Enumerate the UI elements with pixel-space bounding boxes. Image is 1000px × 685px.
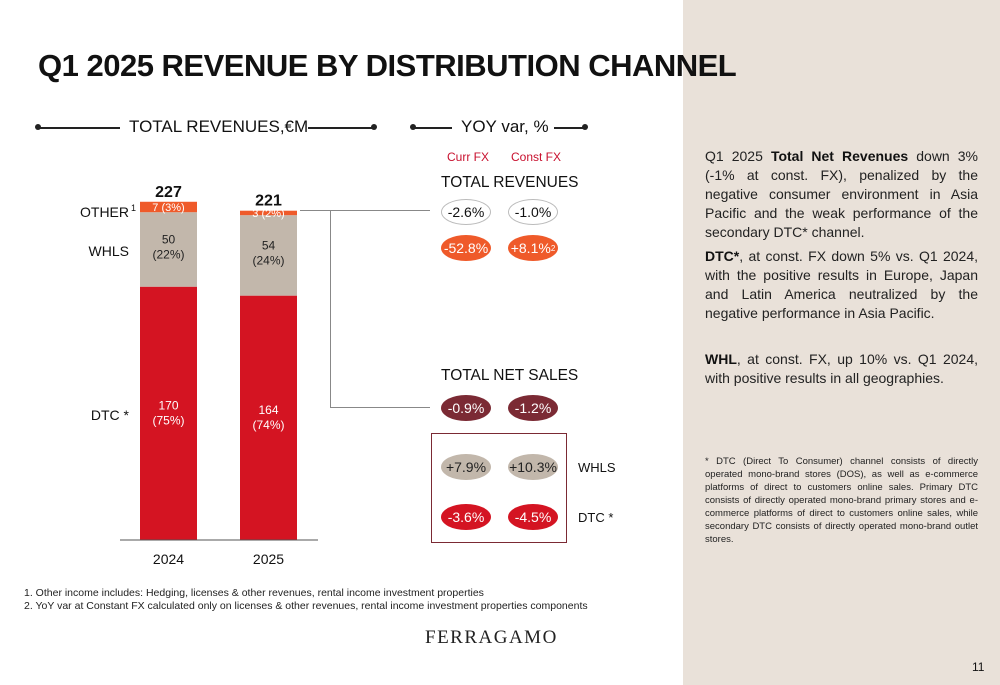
commentary-text: down 3% (-1% at const. FX), penalized by… [705, 148, 979, 240]
total-revenues-header: TOTAL REVENUES,€M [129, 117, 309, 136]
bar-segment-whls-2025 [240, 215, 297, 296]
data-label-whls-value: 50 [162, 232, 176, 246]
commentary-panel [683, 0, 1000, 685]
x-tick-label: 2024 [153, 551, 184, 567]
bar-segment-dtc-2025 [240, 295, 297, 540]
x-tick-label: 2025 [253, 551, 284, 567]
whls-const-fx-badge: +10.3% [508, 454, 558, 480]
bar-segment-dtc-2024 [140, 286, 197, 540]
commentary-text: , at const. FX, up 10% vs. Q1 2024, with… [705, 351, 978, 386]
legend-label-dtc: DTC * [91, 407, 130, 423]
connector-line [330, 407, 430, 408]
commentary-text: Q1 2025 [705, 148, 771, 164]
header-dot-right [371, 124, 377, 130]
channel-breakdown-box [431, 433, 567, 543]
curr-fx-label: Curr FX [447, 150, 489, 164]
total-revenues-subheader: TOTAL REVENUES [441, 174, 579, 191]
dtc-curr-fx-badge: -3.6% [441, 504, 491, 530]
data-label-whls-share: (22%) [152, 247, 184, 261]
legend-label-whls: WHLS [89, 243, 129, 259]
dtc-definition-note: * DTC (Direct To Consumer) channel consi… [705, 456, 978, 545]
brand-logo: FERRAGAMO [425, 627, 558, 648]
connector-line [330, 210, 331, 407]
legend-footnote-ref: 1 [131, 203, 136, 213]
commentary-bold: WHL [705, 351, 737, 367]
data-label-dtc-value: 164 [258, 403, 278, 417]
commentary-bold: DTC* [705, 248, 740, 264]
total-net-sales-subheader: TOTAL NET SALES [441, 367, 579, 384]
bar-segment-other-2025 [240, 210, 297, 216]
revenue-stacked-bar-chart: 170(75%) 50(22%) 7 (3%)227 2024 164(74%) 54(2… [80, 184, 318, 567]
footnotes: 1. Other income includes: Hedging, licen… [24, 587, 588, 613]
connector-line [300, 210, 430, 211]
total-revenues-const-fx-badge: -1.0% [508, 199, 558, 225]
total-revenues-curr-fx-badge: -2.6% [441, 199, 491, 225]
total-net-sales-curr-fx-badge: -0.9% [441, 395, 491, 421]
data-label-whls-share: (24%) [252, 253, 284, 267]
commentary-dtc: DTC*, at const. FX down 5% vs. Q1 2024, … [705, 247, 978, 323]
other-curr-fx-badge: -52.8% [441, 235, 491, 261]
bar-segment-other-2024 [140, 201, 197, 213]
data-label-total: 221 [255, 193, 282, 210]
commentary-bold: Total Net Revenues [770, 148, 909, 164]
data-label-dtc-share: (74%) [252, 418, 284, 432]
header-dot-right [582, 124, 588, 130]
footnote-2: 2. YoY var at Constant FX calculated onl… [24, 600, 588, 612]
data-label-other: 3 (2%) [252, 208, 284, 220]
whls-row-label: WHLS [578, 460, 616, 475]
page-title: Q1 2025 REVENUE BY DISTRIBUTION CHANNEL [38, 48, 737, 83]
data-label-other: 7 (3%) [152, 202, 184, 214]
page-number: 11 [972, 660, 985, 674]
data-label-whls-value: 54 [262, 238, 276, 252]
header-rule [308, 127, 374, 129]
footnote-ref: 2 [550, 243, 556, 253]
other-const-fx-value: +8.1% [510, 240, 551, 256]
dtc-row-label: DTC * [578, 510, 614, 525]
data-label-total: 227 [155, 184, 182, 201]
commentary-whl: WHL, at const. FX, up 10% vs. Q1 2024, w… [705, 350, 978, 388]
dtc-const-fx-badge: -4.5% [508, 504, 558, 530]
bar-segment-whls-2024 [140, 212, 197, 287]
header-rule [554, 127, 585, 129]
legend-label-other: OTHER [80, 204, 129, 220]
total-net-sales-const-fx-badge: -1.2% [508, 395, 558, 421]
data-label-dtc-value: 170 [158, 398, 178, 412]
data-label-dtc-share: (75%) [152, 413, 184, 427]
const-fx-label: Const FX [511, 150, 562, 164]
footnote-1: 1. Other income includes: Hedging, licen… [24, 587, 484, 599]
commentary-total: Q1 2025 Total Net Revenues down 3% (-1% … [705, 147, 978, 242]
commentary-text: , at const. FX down 5% vs. Q1 2024, with… [705, 248, 978, 321]
yoy-header: YOY var, % [461, 117, 549, 136]
other-const-fx-badge: +8.1% 2 [508, 235, 558, 261]
header-rule [413, 127, 452, 129]
whls-curr-fx-badge: +7.9% [441, 454, 491, 480]
header-rule [38, 127, 120, 129]
